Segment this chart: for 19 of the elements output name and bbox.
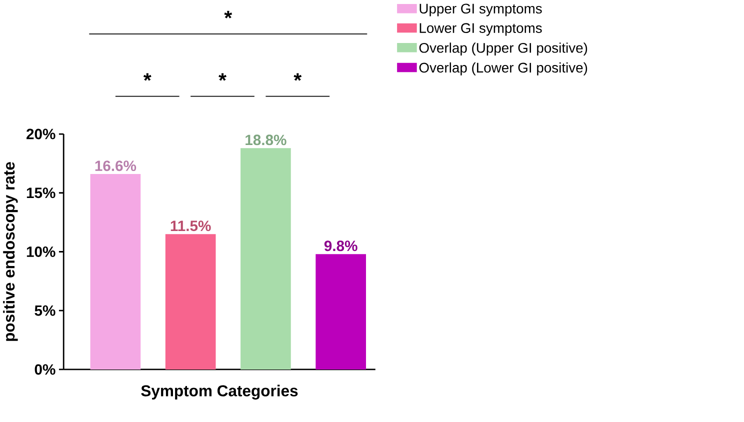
data-label: 16.6% [95,160,136,171]
x-axis-title: Symptom Categories [141,384,298,400]
text: * [143,72,152,81]
text: * [218,72,226,81]
y-tick-label: 5% [34,305,56,316]
legend-label: Overlap (Lower GI positive) [419,62,588,76]
y-tick-label: 15% [26,187,56,198]
legend-label: Lower GI symptoms [420,22,542,36]
text: * [224,10,232,18]
data-label: 9.8% [324,240,358,251]
text: * [294,72,302,81]
legend-label: Overlap (Upper GI positive) [419,42,588,56]
y-tick-label: 20% [26,128,56,140]
data-label: 11.5% [170,220,211,231]
y-tick-label: 0% [34,364,56,375]
legend-label: Upper GI symptoms [420,3,542,16]
y-tick-label: 10% [26,246,56,257]
data-label: 18.8% [246,134,286,145]
y-axis-title: positive endoscopy rate [3,162,18,341]
